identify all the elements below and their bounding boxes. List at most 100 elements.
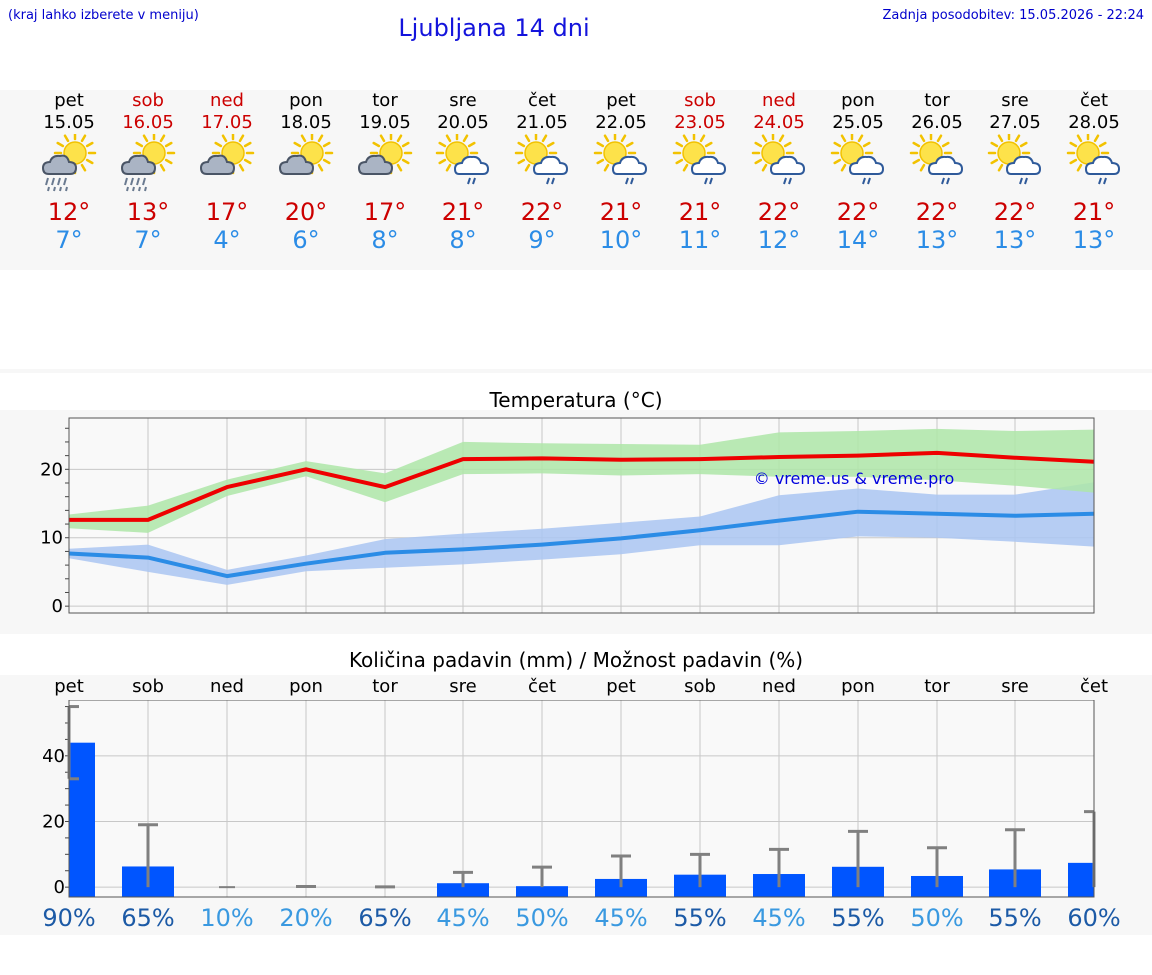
max-temperature: 12° (47, 198, 91, 226)
y-tick-label: 0 (54, 877, 65, 898)
precipitation-probability: 55% (988, 904, 1042, 932)
precipitation-probability: 90% (42, 904, 96, 932)
precipitation-day-label: sre (449, 676, 477, 697)
plot-frame (68, 417, 1095, 614)
sun-cloud-shower-icon (907, 131, 967, 194)
precipitation-probability: 55% (831, 904, 885, 932)
precipitation-day-label: pet (54, 676, 84, 697)
precipitation-day-label: pet (606, 676, 636, 697)
sun-cloud-shower-icon (512, 131, 572, 194)
precipitation-day-label: sre (1001, 676, 1029, 697)
day-date: 26.05 (911, 112, 963, 133)
min-temperature: 4° (213, 226, 241, 254)
day-date: 27.05 (989, 112, 1041, 133)
location-menu-hint[interactable]: (kraj lahko izberete v meniju) (8, 8, 199, 23)
sun-cloud-shower-icon (749, 131, 809, 194)
day-name: čet (1079, 90, 1109, 111)
day-name: pet (54, 90, 84, 111)
min-temperature: 13° (915, 226, 959, 254)
day-name: sob (684, 90, 716, 111)
sun-cloud-shower-icon (828, 131, 888, 194)
day-name: sre (1001, 90, 1029, 111)
day-name: ned (210, 90, 244, 111)
min-temperature: 12° (757, 226, 801, 254)
day-date: 25.05 (832, 112, 884, 133)
precipitation-day-label: pon (289, 676, 323, 697)
day-name: pet (606, 90, 636, 111)
precipitation-day-label: čet (1079, 676, 1109, 697)
y-tick-label: 20 (42, 811, 65, 832)
max-temperature: 21° (678, 198, 722, 226)
precipitation-bar (1068, 862, 1094, 897)
sun-cloud-rain-icon (118, 131, 178, 194)
sun-cloud-icon (276, 131, 336, 194)
sun-cloud-icon (355, 131, 415, 194)
sun-cloud-shower-icon (670, 131, 730, 194)
min-temperature: 11° (678, 226, 722, 254)
day-date: 28.05 (1068, 112, 1120, 133)
day-date: 21.05 (516, 112, 568, 133)
min-temperature: 8° (371, 226, 399, 254)
min-temperature: 14° (836, 226, 880, 254)
day-name: tor (372, 90, 398, 111)
max-temperature: 20° (284, 198, 328, 226)
precipitation-bar (437, 883, 489, 897)
divider (0, 369, 1152, 373)
precipitation-probability: 55% (673, 904, 727, 932)
sun-cloud-shower-icon (985, 131, 1045, 194)
page-title: Ljubljana 14 dni (398, 14, 590, 42)
max-temperature: 21° (599, 198, 643, 226)
day-name: pon (841, 90, 875, 111)
precipitation-day-label: sob (132, 676, 164, 697)
temperature-chart: 0 10 20 © vreme.us & vreme.pro (40, 417, 1095, 617)
sun-cloud-rain-icon (39, 131, 99, 194)
precipitation-chart: 0 20 40 (42, 700, 1096, 898)
last-update: Zadnja posodobitev: 15.05.2026 - 22:24 (882, 8, 1144, 23)
min-temperature: 13° (1072, 226, 1116, 254)
precipitation-bar (69, 742, 95, 897)
sun-cloud-shower-icon (591, 131, 651, 194)
max-temperature: 13° (126, 198, 170, 226)
min-temperature-line (68, 509, 1095, 579)
precipitation-probability: 50% (515, 904, 569, 932)
max-temperature-line (69, 450, 1095, 522)
min-temperature: 8° (449, 226, 477, 254)
day-date: 19.05 (359, 112, 411, 133)
precipitation-day-label: ned (762, 676, 796, 697)
max-temperature: 17° (363, 198, 407, 226)
y-tick-label: 40 (42, 746, 65, 767)
day-date: 16.05 (122, 112, 174, 133)
precipitation-probability: 50% (910, 904, 964, 932)
min-temperature: 7° (55, 226, 83, 254)
precipitation-day-label: ned (210, 676, 244, 697)
day-date: 15.05 (43, 112, 95, 133)
precipitation-probability: 45% (594, 904, 648, 932)
precipitation-bar (595, 878, 647, 897)
max-temperature: 22° (836, 198, 880, 226)
plot-frame (68, 700, 1095, 898)
precipitation-day-label: sob (684, 676, 716, 697)
daily-forecast-strip: pet 15.05 12° 7° sob 16.05 13° 7° ned 17.05 17° 4° p… (0, 90, 1152, 270)
precipitation-bar (516, 886, 568, 897)
day-name: sre (449, 90, 477, 111)
day-date: 24.05 (753, 112, 805, 133)
precipitation-probability: 45% (752, 904, 806, 932)
temperature-chart-title: Temperatura (°C) (489, 388, 663, 412)
max-temperature: 17° (205, 198, 249, 226)
day-name: čet (527, 90, 557, 111)
precipitation-day-label: tor (372, 676, 398, 697)
watermark: © vreme.us & vreme.pro (754, 469, 955, 488)
max-temperature: 22° (993, 198, 1037, 226)
y-tick-label: 10 (40, 528, 63, 549)
precipitation-probability: 10% (200, 904, 254, 932)
precipitation-day-label: tor (924, 676, 950, 697)
precipitation-probability: 20% (279, 904, 333, 932)
day-name: pon (289, 90, 323, 111)
day-date: 22.05 (595, 112, 647, 133)
day-name: tor (924, 90, 950, 111)
min-temperature: 10° (599, 226, 643, 254)
precipitation-day-label: čet (527, 676, 557, 697)
sun-cloud-shower-icon (1064, 131, 1124, 194)
day-date: 17.05 (201, 112, 253, 133)
min-temperature: 7° (134, 226, 162, 254)
